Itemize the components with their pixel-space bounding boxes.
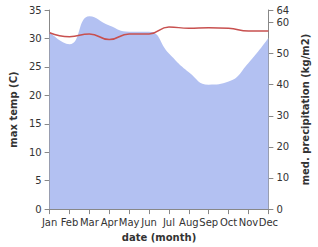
svg-text:50: 50 [276,48,289,59]
svg-text:64: 64 [276,5,289,16]
svg-text:30: 30 [29,33,42,44]
svg-text:Aug: Aug [179,217,199,228]
svg-text:0: 0 [35,204,41,215]
svg-text:Feb: Feb [61,217,79,228]
svg-text:10: 10 [276,172,289,183]
svg-text:May: May [119,217,140,228]
svg-text:Nov: Nov [239,217,259,228]
svg-text:0: 0 [276,204,282,215]
svg-text:Jun: Jun [140,217,157,228]
svg-text:Jul: Jul [162,217,175,228]
svg-text:Sep: Sep [199,217,218,228]
svg-text:date (month): date (month) [122,232,196,243]
svg-text:40: 40 [276,79,289,90]
svg-text:5: 5 [35,175,41,186]
svg-text:10: 10 [29,147,42,158]
svg-text:Apr: Apr [101,217,119,228]
svg-text:25: 25 [29,61,42,72]
svg-text:max temp (C): max temp (C) [8,71,19,147]
svg-text:60: 60 [276,17,289,28]
svg-text:Jan: Jan [41,217,57,228]
svg-text:20: 20 [276,141,289,152]
svg-text:Oct: Oct [220,217,237,228]
svg-text:15: 15 [29,118,42,129]
svg-text:Dec: Dec [259,217,278,228]
svg-text:35: 35 [29,5,42,16]
svg-text:30: 30 [276,110,289,121]
svg-text:med. precipitation (kg/m2): med. precipitation (kg/m2) [300,34,311,186]
svg-text:Mar: Mar [80,217,100,228]
svg-text:20: 20 [29,90,42,101]
